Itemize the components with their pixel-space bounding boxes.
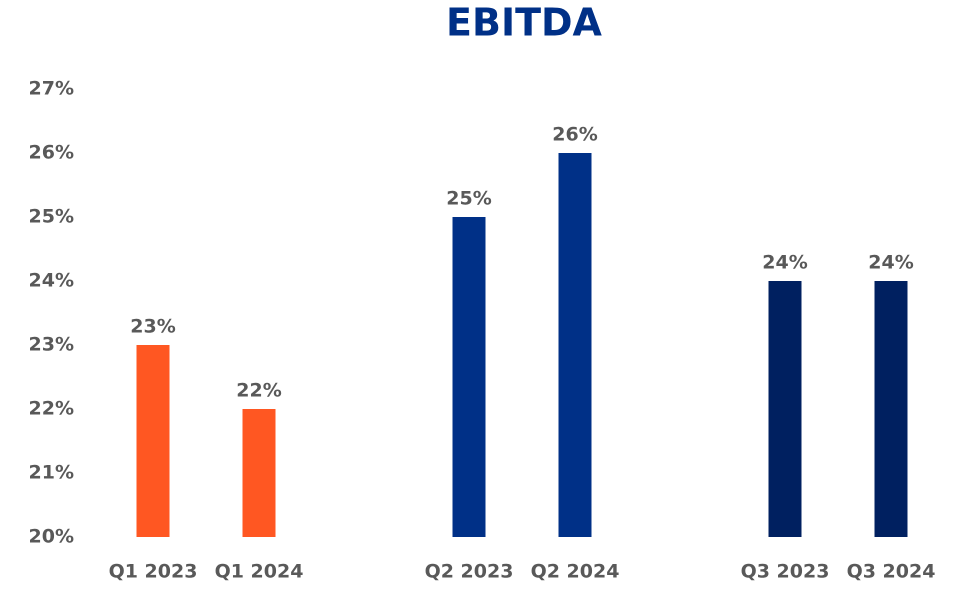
x-tick-label: Q1 2024 xyxy=(215,561,304,583)
value-label: 23% xyxy=(130,316,175,338)
value-label: 25% xyxy=(446,188,491,210)
bar xyxy=(768,281,802,537)
y-tick-label: 21% xyxy=(29,462,74,484)
bar xyxy=(452,217,486,537)
value-label: 24% xyxy=(868,252,913,274)
y-tick-label: 23% xyxy=(29,334,74,356)
bar xyxy=(558,153,592,537)
x-tick-label: Q2 2024 xyxy=(531,561,620,583)
x-tick-label: Q3 2024 xyxy=(847,561,936,583)
value-label: 26% xyxy=(552,124,597,146)
bar xyxy=(242,409,276,537)
value-label: 24% xyxy=(762,252,807,274)
value-label: 22% xyxy=(236,380,281,402)
x-tick-label: Q2 2023 xyxy=(425,561,514,583)
y-tick-label: 25% xyxy=(29,206,74,228)
y-tick-label: 24% xyxy=(29,270,74,292)
y-tick-label: 20% xyxy=(29,526,74,548)
x-tick-label: Q1 2023 xyxy=(109,561,198,583)
bar xyxy=(874,281,908,537)
bar xyxy=(136,345,170,537)
chart-title: EBITDA xyxy=(446,1,603,45)
x-tick-label: Q3 2023 xyxy=(741,561,830,583)
y-tick-label: 27% xyxy=(29,78,74,100)
y-tick-label: 26% xyxy=(29,142,74,164)
y-tick-label: 22% xyxy=(29,398,74,420)
